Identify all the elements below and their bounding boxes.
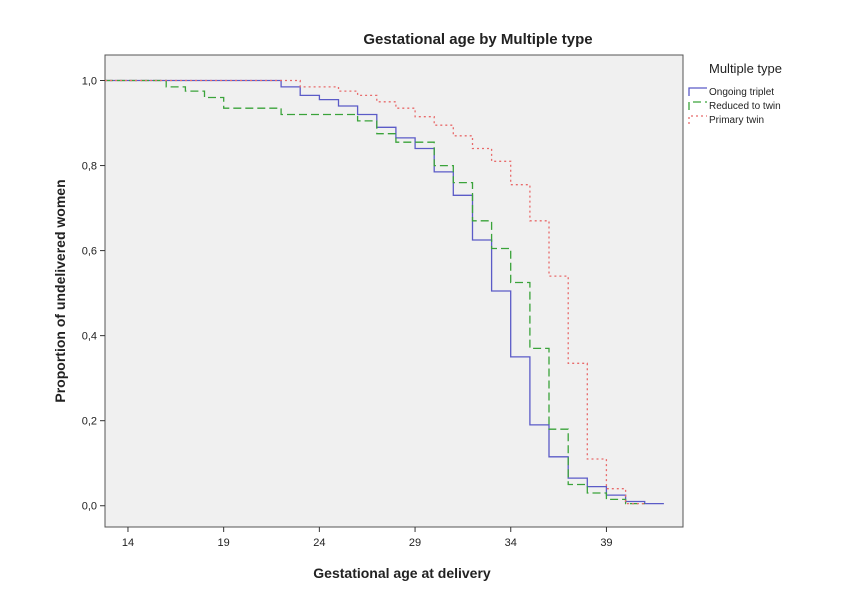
series-layer xyxy=(105,79,664,505)
legend-label: Reduced to twin xyxy=(709,101,781,112)
x-tick-label: 39 xyxy=(600,537,612,549)
plot-area xyxy=(104,54,684,528)
x-tick-label: 19 xyxy=(218,537,230,549)
x-tick-label: 14 xyxy=(122,537,134,549)
x-tick-label: 24 xyxy=(313,537,325,549)
y-tick-label: 1,0 xyxy=(82,76,97,88)
series-line-2 xyxy=(105,79,645,505)
legend-item: Ongoing triplet xyxy=(688,87,774,98)
legend-title: Multiple type xyxy=(709,61,782,76)
legend: Multiple type Ongoing triplet Reduced to … xyxy=(688,61,782,126)
legend-label: Primary twin xyxy=(709,115,764,126)
y-tick-label: 0,2 xyxy=(82,416,97,428)
y-tick-label: 0,4 xyxy=(82,331,97,343)
legend-items: Ongoing triplet Reduced to twin Primary tw… xyxy=(688,87,781,126)
legend-item: Reduced to twin xyxy=(688,101,781,112)
legend-swatch xyxy=(688,87,707,96)
series-line-3 xyxy=(105,79,645,505)
y-tick-label: 0,6 xyxy=(82,246,97,258)
y-axis: 0,0 0,2 0,4 0,6 0,8 1,0 xyxy=(82,76,105,513)
x-tick-label: 34 xyxy=(505,537,517,549)
chart-title: Gestational age by Multiple type xyxy=(363,31,592,48)
x-axis: 14 19 24 29 34 39 xyxy=(122,527,613,549)
x-tick-label: 29 xyxy=(409,537,421,549)
y-axis-title: Proportion of undelivered women xyxy=(52,179,68,402)
y-tick-label: 0,0 xyxy=(82,501,97,513)
legend-item: Primary twin xyxy=(688,115,764,126)
legend-label: Ongoing triplet xyxy=(709,87,774,98)
legend-swatch xyxy=(688,115,707,124)
series-line-1 xyxy=(105,79,664,505)
legend-swatch xyxy=(688,101,707,110)
x-axis-title: Gestational age at delivery xyxy=(313,565,491,581)
y-tick-label: 0,8 xyxy=(82,161,97,173)
